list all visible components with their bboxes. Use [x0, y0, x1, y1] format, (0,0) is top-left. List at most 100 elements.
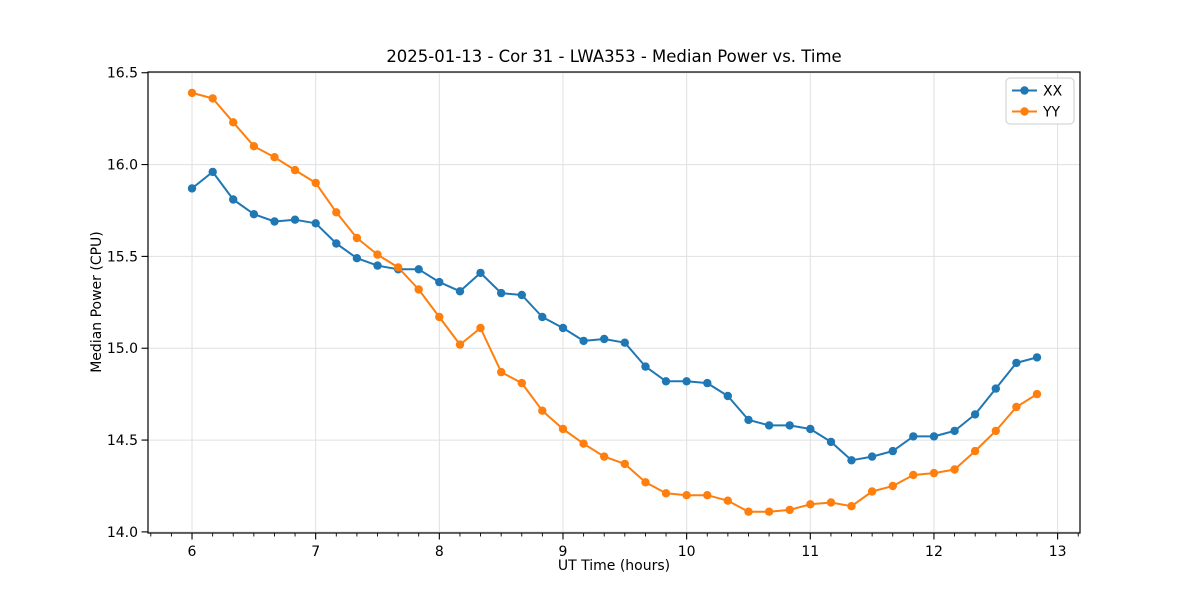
data-point-yy	[352, 233, 362, 243]
x-tick-label: 13	[1049, 544, 1067, 560]
data-point-yy	[950, 465, 959, 474]
data-point-yy	[909, 470, 918, 480]
data-point-xx	[785, 421, 794, 430]
data-point-yy	[455, 340, 465, 349]
data-point-xx	[270, 217, 279, 226]
data-point-yy	[888, 481, 897, 491]
data-point-xx	[1032, 353, 1042, 362]
data-point-yy	[764, 507, 774, 516]
data-point-yy	[435, 312, 444, 322]
data-point-xx	[558, 323, 568, 333]
legend-label: XX	[1043, 84, 1063, 100]
data-point-xx	[620, 338, 629, 347]
data-point-yy	[744, 507, 753, 516]
data-point-yy	[311, 178, 320, 188]
data-point-yy	[497, 367, 506, 377]
data-point-xx	[641, 362, 650, 371]
data-point-yy	[723, 496, 732, 505]
data-point-yy	[208, 94, 217, 103]
data-point-yy	[270, 153, 279, 162]
data-point-yy	[806, 500, 815, 509]
x-tick-label: 6	[188, 544, 197, 560]
data-point-xx	[929, 432, 939, 441]
plot-border	[147, 71, 1081, 534]
data-point-yy	[229, 118, 238, 127]
y-tick-label: 15.5	[107, 249, 138, 265]
x-tick-label: 7	[311, 544, 320, 560]
data-point-yy	[600, 452, 609, 461]
data-point-xx	[497, 288, 506, 298]
data-point-xx	[764, 421, 774, 430]
data-point-xx	[909, 432, 918, 441]
data-point-xx	[229, 195, 238, 204]
data-point-yy	[414, 285, 423, 294]
legend-label: YY	[1042, 105, 1061, 121]
data-point-yy	[187, 88, 197, 98]
x-tick-label: 9	[559, 544, 568, 560]
y-tick-label: 16.5	[107, 66, 138, 82]
legend-marker-xx-icon	[1020, 86, 1029, 95]
data-point-yy	[847, 502, 856, 511]
data-point-xx	[187, 184, 197, 193]
data-point-xx	[579, 336, 588, 346]
data-point-xx	[826, 437, 836, 447]
x-tick-label: 10	[678, 544, 696, 560]
data-point-xx	[435, 277, 444, 287]
data-point-yy	[929, 468, 939, 478]
data-point-yy	[826, 498, 836, 507]
x-tick-label: 12	[925, 544, 943, 560]
data-point-xx	[847, 456, 856, 465]
y-tick-label: 14.5	[107, 433, 138, 449]
data-point-xx	[414, 265, 423, 274]
data-point-yy	[394, 263, 403, 272]
data-point-xx	[249, 210, 259, 219]
data-point-yy	[290, 165, 300, 175]
data-point-xx	[744, 415, 753, 425]
data-point-yy	[1032, 389, 1042, 399]
data-point-xx	[332, 239, 341, 248]
data-point-xx	[970, 410, 980, 419]
x-tick-label: 11	[801, 544, 819, 560]
data-point-yy	[867, 487, 877, 496]
data-point-xx	[867, 452, 877, 461]
data-point-yy	[1012, 402, 1021, 412]
data-point-xx	[208, 167, 217, 177]
x-axis-label: UT Time (hours)	[557, 558, 671, 574]
data-point-yy	[785, 505, 794, 515]
data-point-xx	[517, 290, 526, 300]
data-point-yy	[517, 378, 526, 388]
y-tick-label: 15.0	[107, 341, 138, 357]
data-point-yy	[661, 489, 671, 498]
data-point-yy	[641, 478, 650, 487]
data-point-xx	[806, 424, 815, 434]
data-point-yy	[249, 142, 259, 151]
y-tick-label: 14.0	[107, 525, 138, 541]
legend-marker-yy-icon	[1020, 107, 1029, 116]
data-point-xx	[991, 384, 1000, 393]
data-point-yy	[373, 250, 382, 259]
data-point-xx	[311, 219, 320, 228]
data-point-xx	[538, 312, 547, 322]
x-tick-label: 8	[435, 544, 444, 560]
y-tick-label: 16.0	[107, 158, 138, 174]
series-line-xx	[191, 170, 1038, 462]
data-point-xx	[723, 391, 732, 401]
data-point-yy	[579, 439, 588, 448]
chart-title: 2025-01-13 - Cor 31 - LWA353 - Median Po…	[386, 47, 842, 66]
data-point-xx	[455, 287, 465, 296]
data-point-yy	[991, 426, 1000, 436]
data-point-xx	[1012, 358, 1021, 368]
data-point-yy	[538, 406, 547, 415]
data-point-yy	[682, 491, 691, 500]
data-point-xx	[661, 377, 671, 386]
data-point-yy	[558, 424, 568, 434]
series-line-yy	[191, 91, 1038, 513]
data-point-yy	[332, 208, 341, 217]
data-point-xx	[373, 261, 382, 270]
data-point-yy	[703, 491, 712, 500]
data-point-yy	[620, 459, 629, 469]
legend-box	[1005, 77, 1075, 125]
data-point-xx	[950, 426, 959, 436]
